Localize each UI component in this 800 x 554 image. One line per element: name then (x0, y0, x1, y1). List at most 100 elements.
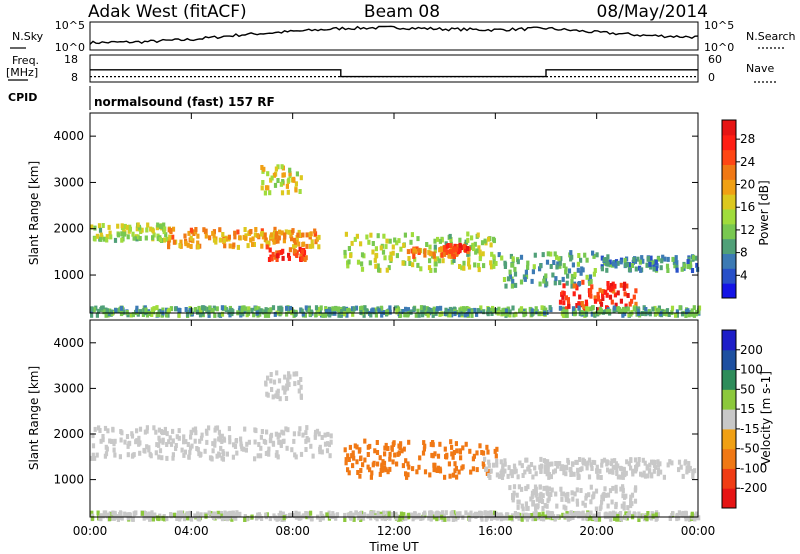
heatmap-cell (259, 434, 263, 440)
heatmap-cell (637, 457, 641, 462)
heatmap-cell (151, 516, 155, 522)
heatmap-cell (207, 425, 211, 431)
heatmap-cell (646, 511, 650, 516)
heatmap-cell (607, 308, 612, 314)
heatmap-cell (626, 505, 630, 511)
heatmap-cell (558, 280, 562, 286)
heatmap-cell (371, 307, 375, 313)
heatmap-cell (630, 492, 635, 498)
heatmap-cell (413, 511, 417, 517)
heatmap-cell (335, 512, 339, 518)
heatmap-cell (562, 283, 566, 289)
heatmap-cell (182, 439, 186, 445)
heatmap-cell (188, 510, 192, 516)
heatmap-cell (119, 305, 123, 311)
heatmap-cell (401, 309, 405, 314)
heatmap-cell (315, 236, 319, 242)
colorbar-segment (722, 253, 736, 269)
heatmap-cell (104, 312, 108, 318)
heatmap-cell (149, 513, 153, 519)
heatmap-cell (397, 450, 401, 456)
heatmap-cell (176, 510, 180, 516)
heatmap-cell (194, 227, 198, 232)
heatmap-cell (357, 515, 361, 521)
heatmap-cell (169, 512, 173, 518)
heatmap-cell (355, 233, 359, 239)
heatmap-cell (358, 511, 363, 517)
heatmap-cell (282, 438, 286, 444)
heatmap-cell (624, 511, 628, 517)
heatmap-cell (439, 247, 443, 253)
heatmap-cell (346, 263, 350, 269)
heatmap-cell (508, 485, 512, 491)
heatmap-cell (525, 506, 529, 511)
heatmap-cell (575, 487, 579, 493)
heatmap-cell (97, 223, 102, 229)
heatmap-cell (411, 516, 415, 522)
heatmap-cell (102, 510, 106, 516)
heatmap-cell (482, 463, 486, 469)
heatmap-cell (681, 510, 685, 516)
heatmap-cell (562, 470, 566, 476)
heatmap-cell (637, 461, 641, 467)
heatmap-cell (482, 309, 486, 315)
heatmap-cell (427, 265, 432, 271)
heatmap-cell (572, 283, 576, 289)
heatmap-cell (244, 233, 248, 239)
heatmap-cell (177, 428, 181, 434)
heatmap-cell (619, 474, 623, 480)
heatmap-cell (289, 512, 293, 518)
heatmap-cell (91, 515, 95, 521)
heatmap-cell (545, 485, 549, 491)
heatmap-cell (608, 262, 612, 268)
heatmap-cell (93, 426, 97, 432)
heatmap-cell (273, 182, 278, 188)
heatmap-cell (581, 515, 585, 521)
heatmap-cell (197, 516, 202, 522)
heatmap-cell (579, 270, 583, 276)
heatmap-cell (260, 231, 264, 237)
heatmap-cell (495, 462, 499, 468)
heatmap-cell (158, 448, 163, 454)
heatmap-cell (184, 240, 188, 246)
heatmap-cell (486, 449, 490, 455)
heatmap-cell (109, 309, 113, 315)
heatmap-cell (557, 256, 561, 262)
heatmap-cell (349, 253, 353, 259)
heatmap-cell (134, 439, 138, 445)
heatmap-cell (545, 259, 550, 265)
heatmap-cell (619, 516, 623, 521)
heatmap-cell (213, 427, 217, 433)
heatmap-cell (523, 469, 527, 475)
heatmap-cell (395, 461, 399, 467)
heatmap-cell (614, 302, 618, 308)
heatmap-cell (388, 456, 392, 462)
heatmap-cell (386, 446, 390, 451)
heatmap-cell (243, 517, 247, 522)
heatmap-cell (342, 306, 346, 312)
heatmap-cell (314, 305, 319, 311)
heatmap-cell (694, 255, 698, 261)
x-tick-label: 12:00 (377, 524, 412, 538)
heatmap-cell (433, 238, 437, 244)
velocity-data (90, 370, 701, 522)
heatmap-cell (453, 461, 457, 467)
heatmap-cell (667, 312, 671, 317)
heatmap-cell (666, 268, 670, 273)
heatmap-cell (180, 447, 184, 453)
heatmap-cell (427, 307, 431, 313)
heatmap-cell (612, 305, 616, 311)
heatmap-cell (277, 305, 281, 311)
heatmap-cell (105, 234, 109, 240)
heatmap-cell (539, 516, 543, 522)
heatmap-cell (361, 515, 366, 521)
heatmap-cell (90, 510, 94, 516)
heatmap-cell (608, 469, 612, 475)
heatmap-cell (417, 312, 421, 318)
heatmap-cell (591, 494, 595, 500)
heatmap-cell (553, 280, 557, 286)
heatmap-cell (196, 511, 200, 517)
heatmap-cell (278, 396, 282, 402)
heatmap-cell (283, 389, 287, 395)
heatmap-cell (596, 291, 600, 297)
